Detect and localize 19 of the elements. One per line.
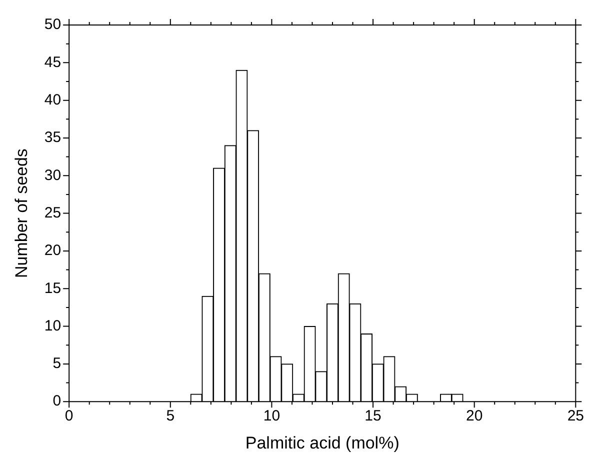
x-tick-label: 25 xyxy=(567,408,584,425)
x-tick-label: 20 xyxy=(466,408,483,425)
y-tick-label: 10 xyxy=(44,317,62,334)
y-tick-label: 50 xyxy=(44,16,62,34)
x-tick-label: 5 xyxy=(166,408,175,425)
x-tick-label: 15 xyxy=(364,408,382,425)
y-tick-label: 25 xyxy=(44,204,62,222)
y-tick-label: 5 xyxy=(52,355,62,372)
y-tick-label: 20 xyxy=(44,242,62,260)
y-tick-label: 15 xyxy=(44,280,62,297)
x-axis-title: Palmitic acid (mol%) xyxy=(245,433,400,452)
y-axis-title: Number of seeds xyxy=(12,148,31,278)
y-tick-label: 0 xyxy=(52,392,62,410)
y-tick-label: 40 xyxy=(44,91,62,108)
x-tick-label: 0 xyxy=(64,408,74,425)
y-tick-label: 30 xyxy=(44,166,62,184)
y-tick-label: 35 xyxy=(44,129,62,146)
y-tick-label: 45 xyxy=(44,54,62,71)
x-tick-label: 10 xyxy=(263,408,280,425)
